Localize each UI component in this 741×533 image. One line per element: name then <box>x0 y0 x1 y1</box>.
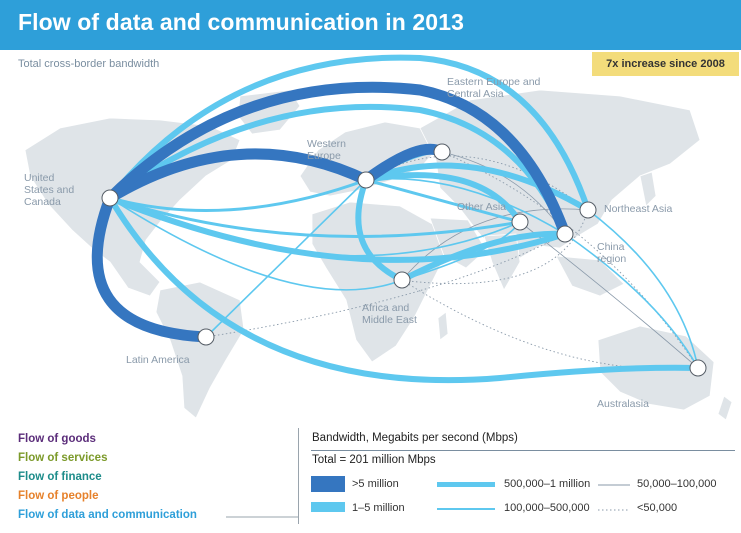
swatch-hairline <box>598 484 630 486</box>
legend-label-hairline: 50,000–100,000 <box>637 478 717 490</box>
flow-dotted-2 <box>399 209 589 285</box>
flow-thick-us-northeast-asia <box>107 54 591 213</box>
node-northeast-asia <box>579 201 597 219</box>
flow-thick-us-china <box>107 103 568 237</box>
flow-thick-us-australasia <box>107 195 701 384</box>
flow-thin-5 <box>564 233 699 369</box>
label-western-europe: Western Europe <box>307 138 346 162</box>
flow-nav-item[interactable]: Flow of goods <box>18 433 96 445</box>
swatch-dotted <box>598 509 630 511</box>
flow-medium-4 <box>109 196 521 238</box>
land-japan <box>639 171 657 207</box>
flow-thick-europe-northeast-asia <box>363 162 591 213</box>
label-us-canada: United States and Canada <box>24 172 74 208</box>
flow-medium-1 <box>109 178 367 212</box>
title-bar: Flow of data and communication in 2013 <box>0 0 741 50</box>
flows-very-thick <box>91 81 571 343</box>
map-subtitle: Total cross-border bandwidth <box>18 58 160 70</box>
flow-nav-item[interactable]: Flow of services <box>18 452 108 464</box>
node-china <box>556 225 574 243</box>
region-labels: United States and Canada Western Europe Eas… <box>24 76 672 410</box>
flow-thin-1 <box>109 197 403 291</box>
flow-thick-europe-other-asia <box>363 172 523 225</box>
node-other-asia <box>511 213 529 231</box>
legend-title: Bandwidth, Megabits per second (Mbps) <box>312 432 518 444</box>
land-new-zealand <box>717 395 733 421</box>
label-latin-america: Latin America <box>126 354 190 366</box>
hub-nodes <box>101 143 707 377</box>
flow-nav-item[interactable]: Flow of people <box>18 490 99 502</box>
legend-total: Total = 201 million Mbps <box>312 454 436 466</box>
flow-dotted-5 <box>205 233 566 338</box>
flow-thin-2 <box>205 179 367 338</box>
node-australasia <box>689 359 707 377</box>
legend-label-thick: 1–5 million <box>352 502 405 514</box>
swatch-very-thick <box>311 476 345 492</box>
land-se-asia <box>555 255 625 297</box>
legend-divider <box>311 450 735 451</box>
node-western-europe <box>357 171 375 189</box>
bandwidth-legend: Bandwidth, Megabits per second (Mbps) To… <box>298 428 735 524</box>
legend-label-dotted: <50,000 <box>637 502 678 514</box>
flow-thick-africa-china <box>399 230 568 283</box>
flow-vthick-us-europe <box>104 148 372 204</box>
flow-thick-europe-africa <box>355 177 405 283</box>
flows-thick <box>107 54 701 384</box>
node-africa <box>393 271 411 289</box>
flow-vthick-us-latam <box>91 192 212 343</box>
legend-label-medium: 500,000–1 million <box>504 478 591 490</box>
flow-thin-6 <box>587 209 699 369</box>
label-china: China region <box>597 241 626 265</box>
node-us-canada <box>101 189 119 207</box>
label-africa: Africa and Middle East <box>362 302 417 326</box>
land-asia <box>419 89 701 259</box>
node-latin-america <box>197 328 215 346</box>
swatch-medium <box>437 482 495 487</box>
flow-vthick-us-china <box>104 81 571 240</box>
swatch-thick <box>311 502 345 512</box>
flow-medium-3 <box>365 178 521 224</box>
node-eastern-europe <box>433 143 451 161</box>
label-northeast-asia: Northeast Asia <box>604 203 672 215</box>
label-australasia: Australasia <box>597 398 649 410</box>
flow-nav-item[interactable]: Flow of data and communication <box>18 509 197 521</box>
land-africa <box>311 201 447 363</box>
increase-badge: 7x increase since 2008 <box>592 52 739 76</box>
legend-label-very-thick: >5 million <box>352 478 399 490</box>
label-eastern-europe: Eastern Europe and Central Asia <box>447 76 541 100</box>
page-title: Flow of data and communication in 2013 <box>18 9 464 35</box>
flow-nav-item[interactable]: Flow of finance <box>18 471 102 483</box>
swatch-thin <box>437 508 495 510</box>
flow-thick-us-china-low <box>107 195 568 263</box>
legend-label-thin: 100,000–500,000 <box>504 502 590 514</box>
land-madagascar <box>437 311 449 341</box>
label-other-asia: Other Asia <box>457 201 506 213</box>
